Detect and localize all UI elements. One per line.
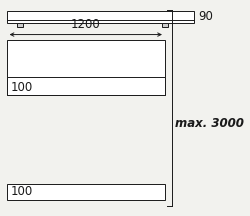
- Bar: [7, 11, 194, 23]
- Bar: [7, 77, 165, 95]
- FancyBboxPatch shape: [17, 23, 24, 27]
- Text: 1200: 1200: [71, 18, 101, 31]
- Text: 100: 100: [11, 185, 34, 198]
- Bar: [7, 40, 165, 95]
- FancyBboxPatch shape: [162, 23, 168, 27]
- Text: max. 3000: max. 3000: [175, 117, 244, 130]
- Bar: [7, 184, 165, 200]
- Text: 90: 90: [199, 10, 214, 23]
- Text: 100: 100: [11, 81, 34, 94]
